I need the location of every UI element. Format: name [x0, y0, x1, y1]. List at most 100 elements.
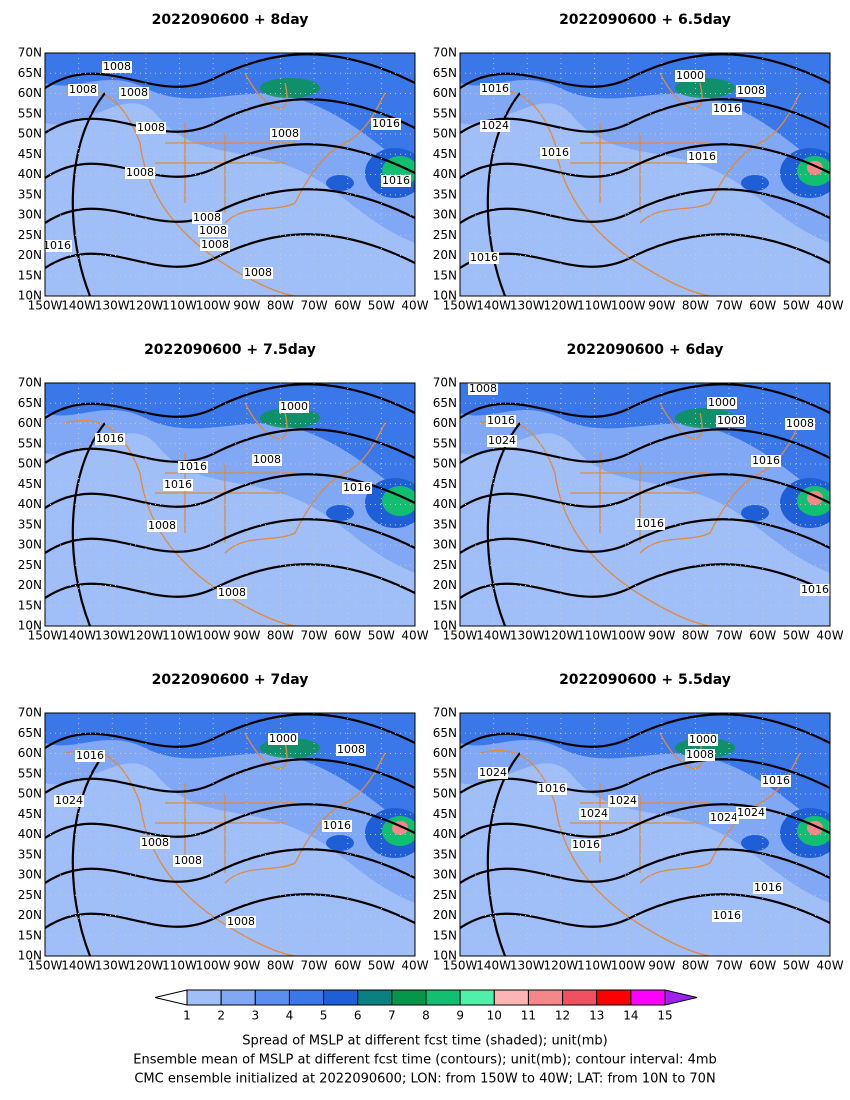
contour	[45, 758, 415, 794]
contour-label-bg	[635, 518, 665, 530]
contour-label: 1008	[686, 748, 714, 761]
lat-label: 50N	[18, 127, 42, 141]
colorbar-box	[323, 989, 359, 1006]
contour-label: 1008	[469, 382, 497, 395]
colorbar-label: 15	[657, 1009, 672, 1023]
lat-label: 45N	[433, 477, 457, 491]
lon-label: 130W	[95, 959, 130, 973]
contour-label: 1016	[481, 82, 509, 95]
contour-label-bg	[469, 252, 499, 264]
colorbar-label: 5	[320, 1009, 328, 1023]
contour	[460, 233, 830, 269]
contour	[45, 518, 415, 554]
colorbar-label: 1	[183, 1009, 191, 1023]
colorbar-label: 7	[388, 1009, 396, 1023]
lat-label: 65N	[18, 66, 42, 80]
map-frame	[459, 52, 831, 297]
lat-label: 15N	[433, 268, 457, 282]
colorbar-box	[425, 989, 461, 1006]
contour-label-bg	[480, 120, 510, 132]
contour-label: 1000	[689, 733, 717, 746]
contour-label: 1008	[137, 121, 165, 134]
lat-label: 25N	[18, 558, 42, 572]
contour-label: 1008	[253, 453, 281, 466]
contour	[460, 893, 830, 929]
contour-label: 1024	[710, 811, 738, 824]
lon-label: 90W	[648, 299, 675, 313]
lat-label: 20N	[18, 908, 42, 922]
lat-label: 40N	[433, 497, 457, 511]
lon-label: 130W	[95, 299, 130, 313]
lat-label: 25N	[18, 888, 42, 902]
lon-label: 40W	[816, 959, 843, 973]
lat-label: 65N	[433, 66, 457, 80]
contour-label: 1016	[179, 460, 207, 473]
contour-label-bg	[136, 122, 166, 134]
contour-label: 1016	[754, 881, 782, 894]
shade-blob	[741, 835, 769, 851]
lon-label: 130W	[95, 629, 130, 643]
lat-label: 25N	[18, 228, 42, 242]
lat-label: 40N	[433, 827, 457, 841]
lat-label: 15N	[18, 928, 42, 942]
caption-line: CMC ensemble initialized at 2022090600; …	[134, 1072, 715, 1087]
lon-label: 60W	[749, 299, 776, 313]
contour-label: 1016	[713, 909, 741, 922]
colorbar-high	[664, 989, 698, 1006]
contour-label-bg	[486, 415, 516, 427]
contour-label-bg	[571, 839, 601, 851]
lon-label: 50W	[783, 629, 810, 643]
colorbar-box	[186, 989, 222, 1006]
lon-label: 120W	[544, 629, 579, 643]
lon-label: 150W	[443, 299, 478, 313]
map-frame	[44, 382, 416, 627]
contour-label-bg	[608, 795, 638, 807]
lon-label: 70W	[301, 629, 328, 643]
lat-label: 30N	[433, 208, 457, 222]
contour-label: 1016	[636, 517, 664, 530]
lon-label: 60W	[334, 959, 361, 973]
contour-label-bg	[125, 167, 155, 179]
contour	[71, 422, 106, 626]
contour-label: 1000	[708, 396, 736, 409]
lon-label: 150W	[28, 629, 63, 643]
lon-label: 40W	[401, 629, 428, 643]
lat-label: 10N	[18, 289, 42, 303]
lat-label: 65N	[18, 726, 42, 740]
contour-label: 1008	[201, 238, 229, 251]
lat-label: 20N	[433, 248, 457, 262]
contour-label-bg	[95, 433, 125, 445]
colorbar-box	[630, 989, 666, 1006]
colorbar-label: 3	[251, 1009, 259, 1023]
contour-label-bg	[252, 454, 282, 466]
contour-label: 1016	[572, 838, 600, 851]
map: 1016 1000 1008 1024 1016 1008 1008 1008	[45, 713, 415, 956]
contour-label: 1008	[174, 854, 202, 867]
colorbar-label: 14	[623, 1009, 638, 1023]
lon-label: 40W	[401, 959, 428, 973]
lat-label: 65N	[433, 396, 457, 410]
lon-label: 70W	[716, 299, 743, 313]
lon-label: 40W	[816, 629, 843, 643]
contour-label: 1016	[343, 481, 371, 494]
contour-label: 1024	[55, 794, 83, 807]
contour-label-bg	[192, 212, 222, 224]
lat-label: 70N	[433, 706, 457, 720]
colorbar-label: 4	[286, 1009, 294, 1023]
contour-label-bg	[243, 267, 273, 279]
contour-label-bg	[687, 151, 717, 163]
contour-label: 1000	[269, 732, 297, 745]
contour-label: 1008	[717, 414, 745, 427]
shade-high	[460, 53, 830, 173]
lat-label: 45N	[18, 807, 42, 821]
contour	[45, 803, 415, 839]
contour-label: 1008	[786, 417, 814, 430]
contour-label: 1008	[271, 127, 299, 140]
contour-label-bg	[540, 147, 570, 159]
contour-label-bg	[736, 85, 766, 97]
lon-label: 140W	[61, 959, 96, 973]
lat-label: 40N	[18, 497, 42, 511]
lat-label: 45N	[433, 807, 457, 821]
lon-label: 100W	[611, 629, 646, 643]
